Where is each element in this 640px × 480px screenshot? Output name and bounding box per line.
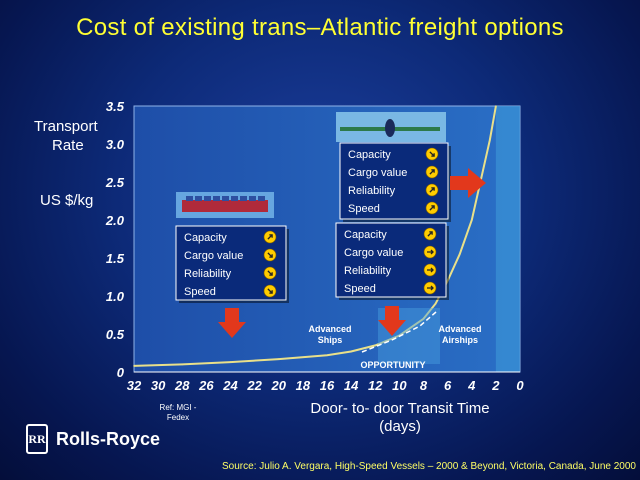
y-axis-label-line2: Rate bbox=[52, 137, 84, 154]
y-tick-label: 3.0 bbox=[106, 137, 125, 152]
ship-container-icon bbox=[249, 196, 256, 201]
x-axis-label-line2: (days) bbox=[379, 418, 421, 435]
trend-mark-icon-arrow bbox=[429, 187, 435, 193]
x-tick-label: 18 bbox=[296, 378, 311, 393]
ship-container-icon bbox=[240, 196, 247, 201]
trend-mark-icon-arrow bbox=[267, 234, 273, 240]
trend-mark-icon-arrow bbox=[267, 270, 273, 276]
panel-item-label: Capacity bbox=[184, 232, 227, 244]
panel-item-label: Speed bbox=[184, 286, 216, 298]
panel-item-label: Capacity bbox=[344, 229, 387, 241]
airplane-body-icon bbox=[385, 119, 395, 137]
slide-title: Cost of existing trans–Atlantic freight … bbox=[76, 14, 564, 41]
trend-mark-icon-arrow bbox=[427, 285, 434, 291]
ship-container-icon bbox=[195, 196, 202, 201]
trend-mark-icon-arrow bbox=[429, 169, 435, 175]
logo-text: Rolls-Royce bbox=[56, 428, 161, 449]
trend-mark-icon-arrow bbox=[427, 267, 434, 273]
cost-curve-point bbox=[471, 219, 473, 221]
panel-item-label: Capacity bbox=[348, 149, 391, 161]
cost-curve-point bbox=[483, 166, 485, 168]
trend-mark-icon-arrow bbox=[429, 205, 435, 211]
cost-curve-point bbox=[477, 192, 479, 195]
y-tick-label: 0 bbox=[117, 365, 125, 380]
y-tick-label: 1.0 bbox=[106, 289, 125, 304]
rr-badge-icon: RR bbox=[26, 424, 48, 454]
opportunity-dashed-line bbox=[361, 311, 437, 353]
x-axis-label-line1: Door- to- door Transit Time bbox=[310, 400, 490, 417]
trend-mark-icon-arrow bbox=[267, 252, 273, 258]
panel-item-label: Reliability bbox=[184, 268, 232, 280]
cost-curve-point bbox=[422, 318, 425, 320]
annotation-advanced-airships-line2: Airships bbox=[442, 335, 478, 345]
rolls-royce-logo: RR Rolls-Royce bbox=[26, 424, 160, 454]
annotation-advanced-ships-line2: Ships bbox=[318, 335, 343, 345]
highlight-band bbox=[495, 106, 520, 372]
ship-container-icon bbox=[258, 196, 265, 201]
x-tick-label: 2 bbox=[491, 378, 500, 393]
cost-curve-point bbox=[434, 302, 437, 305]
cost-curve-point bbox=[489, 139, 491, 141]
y-axis-label-line1: Transport bbox=[34, 118, 98, 135]
panel-item-label: Cargo value bbox=[348, 167, 407, 179]
x-tick-label: 20 bbox=[271, 378, 287, 393]
panel-item-label: Speed bbox=[344, 283, 376, 295]
reference-note: Ref: MGI - Fedex bbox=[159, 403, 197, 422]
annotation-advanced-ships-line1: Advanced bbox=[308, 324, 351, 334]
x-tick-label: 26 bbox=[198, 378, 214, 393]
cost-curve-point bbox=[278, 358, 280, 360]
cost-curve-point bbox=[229, 361, 232, 363]
x-tick-label: 6 bbox=[444, 378, 452, 393]
panel-item-label: Reliability bbox=[348, 185, 396, 197]
panel-item-label: Reliability bbox=[344, 265, 392, 277]
y-axis-unit-label: US $/kg bbox=[40, 192, 94, 209]
ship-container-icon bbox=[204, 196, 211, 201]
x-tick-label: 28 bbox=[174, 378, 190, 393]
annotation-advanced-airships-line1: Advanced bbox=[438, 324, 481, 334]
x-tick-label: 12 bbox=[368, 378, 383, 393]
x-tick-label: 22 bbox=[246, 378, 262, 393]
cost-curve-point bbox=[181, 363, 184, 366]
x-tick-label: 10 bbox=[392, 378, 407, 393]
x-tick-label: 32 bbox=[127, 378, 142, 393]
ship-container-icon bbox=[222, 196, 229, 201]
x-tick-label: 24 bbox=[222, 378, 238, 393]
y-tick-label: 2.0 bbox=[105, 213, 125, 228]
panel-item-label: Cargo value bbox=[344, 247, 403, 259]
source-citation: Source: Julio A. Vergara, High-Speed Ves… bbox=[222, 461, 636, 472]
panel-item-label: Speed bbox=[348, 203, 380, 215]
x-tick-label: 16 bbox=[320, 378, 335, 393]
trend-mark-icon-arrow bbox=[427, 249, 434, 255]
cost-curve-point bbox=[458, 253, 461, 255]
ship-container-icon bbox=[186, 196, 193, 201]
right-arrow-icon bbox=[450, 168, 486, 198]
x-tick-label: 14 bbox=[344, 378, 359, 393]
annotation-opportunity: OPPORTUNITY bbox=[360, 360, 425, 370]
x-tick-label: 30 bbox=[151, 378, 166, 393]
y-tick-label: 1.5 bbox=[106, 251, 125, 266]
y-tick-label: 3.5 bbox=[106, 99, 125, 114]
trend-mark-icon-arrow bbox=[427, 231, 433, 237]
cost-curve-point bbox=[374, 344, 377, 347]
ship-container-icon bbox=[231, 196, 238, 201]
trend-mark-icon-arrow bbox=[429, 151, 435, 157]
cost-curve-point bbox=[326, 354, 328, 357]
x-tick-label: 4 bbox=[467, 378, 476, 393]
cost-curve-point bbox=[446, 280, 449, 282]
y-tick-label: 0.5 bbox=[106, 327, 125, 342]
x-tick-label: 0 bbox=[516, 378, 524, 393]
trend-mark-icon-arrow bbox=[267, 288, 273, 294]
ship-hull-icon bbox=[182, 200, 268, 212]
down-arrow-air-icon bbox=[378, 306, 406, 336]
y-tick-label: 2.5 bbox=[105, 175, 125, 190]
ship-container-icon bbox=[213, 196, 220, 201]
cost-curve-point bbox=[133, 365, 135, 367]
cost-curve-point bbox=[350, 350, 352, 353]
panel-item-label: Cargo value bbox=[184, 250, 243, 262]
cost-curve-point bbox=[495, 105, 497, 107]
x-tick-label: 8 bbox=[420, 378, 428, 393]
down-arrow-ship-icon bbox=[218, 308, 246, 338]
